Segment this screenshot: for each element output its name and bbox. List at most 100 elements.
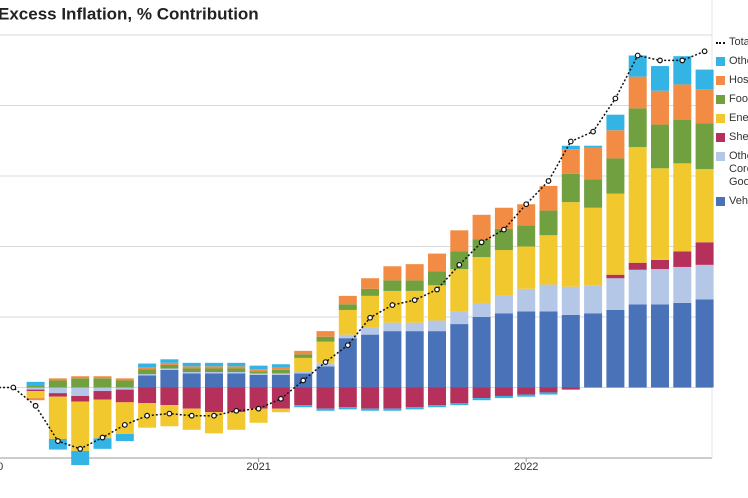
total-point (389, 302, 396, 308)
bar-segment (428, 320, 446, 332)
legend-swatch (716, 95, 725, 104)
bar-segment (695, 89, 714, 124)
bar-segment (539, 392, 558, 395)
bar-segment (450, 324, 469, 388)
bar-segment (271, 367, 290, 370)
bar-segment (517, 204, 536, 226)
bar-segment (316, 336, 335, 342)
bar-segment (48, 393, 67, 397)
legend-swatch (716, 114, 725, 123)
bar-segment (606, 309, 625, 388)
bar-segment (472, 239, 491, 258)
bar-segment (227, 366, 246, 369)
total-point (32, 402, 39, 409)
bar-segment (428, 387, 446, 406)
bar-segment (338, 295, 357, 305)
total-point (344, 342, 351, 349)
bar-segment (539, 210, 558, 236)
bar-segment (673, 84, 692, 120)
bar-segment (494, 295, 513, 314)
bar-segment (205, 372, 223, 374)
bar-segment (494, 395, 513, 399)
bar-segment (361, 288, 380, 296)
bar-segment (182, 366, 201, 369)
legend-label: Hosp (729, 74, 748, 86)
bar-segment (71, 450, 90, 466)
total-point (188, 412, 195, 419)
bar-segment (93, 378, 112, 388)
bar-segment (271, 364, 290, 368)
total-point (77, 445, 84, 452)
bar-segment (584, 147, 603, 180)
total-point (456, 261, 463, 268)
bar-segment (606, 278, 625, 310)
bar-segment (115, 387, 134, 390)
legend-label: Shel (729, 131, 748, 143)
legend-swatch (716, 197, 725, 206)
bar-segment (338, 338, 357, 388)
bar-segment (48, 378, 67, 381)
total-point (567, 138, 574, 145)
bar-segment (428, 271, 446, 286)
bar-segment (472, 317, 491, 388)
bar-segment (26, 381, 45, 386)
bar-segment (450, 269, 469, 312)
bar-segment (584, 179, 603, 208)
bar-segment (450, 403, 469, 406)
bar-segment (205, 412, 223, 434)
bar-segment (249, 387, 268, 409)
bar-segment (361, 327, 380, 335)
bar-segment (271, 373, 290, 375)
bar-segment (539, 311, 558, 388)
bar-segment (628, 262, 647, 270)
bar-segment (405, 322, 424, 332)
bar-segment (517, 394, 536, 397)
bar-segment (26, 385, 45, 388)
bar-segment (338, 407, 357, 410)
bar-segment (48, 396, 67, 439)
bar-segment (294, 387, 313, 406)
bar-segment (205, 387, 223, 413)
bar-segment (383, 280, 402, 291)
bar-segment (338, 304, 357, 310)
bar-segment (517, 311, 536, 388)
bar-segment (517, 246, 536, 289)
bar-segment (651, 90, 669, 125)
total-point (590, 128, 596, 135)
bar-segment (628, 108, 647, 148)
total-point (657, 57, 663, 64)
bar-segment (138, 374, 157, 376)
bar-segment (271, 374, 290, 388)
total-point (166, 410, 173, 417)
bar-segment (695, 299, 714, 388)
bar-segment (205, 366, 223, 369)
legend-swatch (716, 57, 725, 66)
bar-segment (182, 362, 201, 367)
bar-segment (405, 331, 424, 388)
bar-segment (561, 145, 580, 150)
bar-segment (584, 285, 603, 314)
bar-segment (71, 395, 90, 402)
total-point (634, 52, 641, 59)
bar-segment (494, 207, 513, 229)
bar-segment (271, 369, 290, 374)
bar-segment (361, 278, 380, 289)
bar-segment (673, 119, 692, 164)
bar-segment (93, 438, 112, 449)
bar-segment (651, 304, 669, 388)
bar-segment (383, 387, 402, 409)
bar-segment (205, 373, 223, 388)
bar-segment (138, 363, 157, 368)
bar-segment (628, 269, 647, 305)
bar-segment (450, 251, 469, 270)
total-point (545, 178, 552, 184)
bar-segment (115, 389, 134, 403)
bar-segment (316, 408, 335, 411)
bar-segment (115, 402, 134, 435)
bar-segment (115, 378, 134, 381)
bar-segment (405, 407, 424, 410)
bar-segment (472, 257, 491, 303)
bar-segment (205, 362, 223, 367)
legend-swatch (716, 76, 725, 85)
